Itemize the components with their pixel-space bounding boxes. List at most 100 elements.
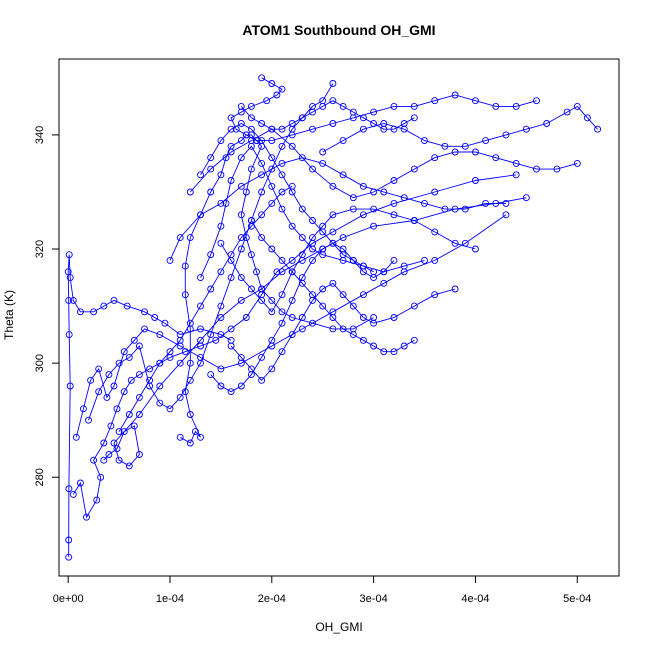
data-point [380,279,388,287]
data-point [83,513,90,521]
data-point [237,211,245,219]
data-point [258,159,266,167]
data-point [191,428,199,436]
data-point [298,279,306,287]
data-point [115,456,123,464]
data-point [258,74,266,82]
data-point [227,251,235,259]
data-point [298,114,306,122]
data-point [268,80,276,87]
data-point [110,296,118,304]
data-point [242,131,250,139]
data-point [370,342,378,350]
data-point [594,125,602,133]
data-point [390,102,398,110]
data-point [288,142,296,150]
data-point [441,205,449,213]
data-point [242,188,250,196]
data-point [380,188,388,196]
data-point [181,291,189,299]
data-point [359,262,367,270]
x-tick-label: 5e-04 [563,593,591,605]
data-point [359,114,367,122]
data-point [349,194,357,202]
data-point [151,314,159,321]
data-point [65,485,73,493]
data-point [135,411,143,418]
data-point [161,319,169,327]
data-point [400,120,408,127]
data-point [390,177,398,184]
data-point [65,553,73,561]
data-point [156,331,164,339]
data-point [268,336,276,344]
data-point [273,91,281,99]
data-point [247,125,255,133]
y-tick-label: 300 [34,354,46,372]
series-4 [100,194,530,470]
data-point [268,296,276,304]
data-point [263,97,271,105]
data-point [309,108,316,116]
series-line [240,100,415,130]
data-point [115,428,123,436]
series-6 [227,74,540,145]
data-point [227,125,235,133]
data-point [146,365,154,373]
data-point [431,154,439,162]
data-point [95,388,103,396]
data-point [141,308,148,316]
data-point [492,154,500,162]
data-point [431,188,439,196]
data-point [359,336,367,344]
data-point [268,154,276,162]
data-point [97,473,105,481]
data-point [339,325,347,333]
data-point [268,125,276,133]
data-point [258,188,266,196]
data-point [115,359,123,367]
data-point [390,256,398,264]
data-point [123,302,131,310]
data-point [69,490,77,498]
data-point [166,405,174,413]
series-line [200,122,374,273]
x-tick-label: 4e-04 [461,593,489,605]
data-point [380,348,388,356]
data-point [400,342,408,350]
data-point [258,120,266,127]
data-point [247,251,255,259]
data-point [65,536,73,544]
data-point [197,325,204,333]
data-point [156,399,164,407]
data-point [227,388,235,396]
data-point [410,165,418,173]
data-point [176,433,184,441]
data-point [197,211,204,219]
data-point [130,336,138,344]
data-point [197,302,204,310]
data-point [400,194,408,202]
data-point [273,268,281,276]
data-point [319,159,327,167]
data-point [110,382,118,390]
data-point [217,314,225,321]
data-point [217,137,225,145]
data-point [69,296,77,304]
data-point [431,228,439,236]
data-point [176,336,184,344]
data-point [186,439,194,447]
data-point [329,279,337,287]
y-tick-label: 280 [34,468,46,486]
data-point [349,331,357,339]
data-point [573,159,581,167]
data-point [197,433,204,441]
data-point [512,102,520,110]
data-point [79,405,87,413]
data-point [268,245,276,253]
series-14 [237,97,418,133]
data-point [451,285,459,293]
data-point [583,114,591,122]
data-point [207,251,215,259]
data-point [237,154,245,162]
